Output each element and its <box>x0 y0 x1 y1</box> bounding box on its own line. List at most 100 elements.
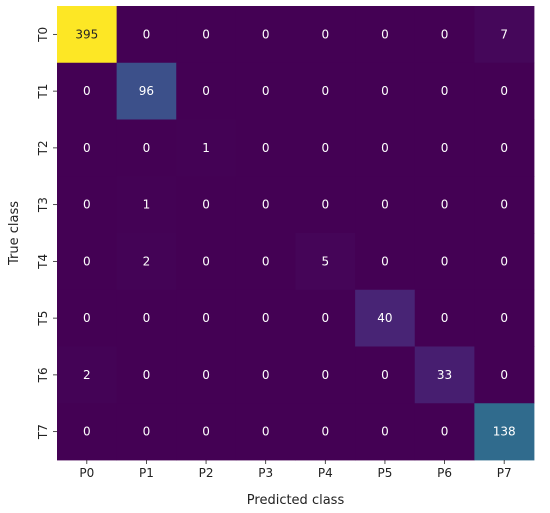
x-tick-label: P4 <box>318 466 333 480</box>
y-tick-label: T0 <box>36 27 50 43</box>
cell-value-label: 0 <box>202 254 210 268</box>
heatmap-cell-t3-p7 <box>474 176 535 234</box>
cell-value-label: 0 <box>143 311 151 325</box>
heatmap-cell-t1-p1 <box>116 62 177 120</box>
heatmap-cell-t7-p6 <box>414 403 475 461</box>
cell-value-label: 0 <box>202 425 210 439</box>
heatmap-cell-t6-p6 <box>414 346 475 404</box>
cell-value-label: 0 <box>381 27 389 41</box>
heatmap-cell-t5-p1 <box>116 289 177 347</box>
cell-value-label: 0 <box>381 198 389 212</box>
heatmap-cell-t2-p7 <box>474 119 535 177</box>
cell-value-label: 0 <box>202 27 210 41</box>
heatmap-cell-t6-p3 <box>235 346 296 404</box>
cell-value-label: 0 <box>321 311 329 325</box>
heatmap-cell-t5-p5 <box>355 289 416 347</box>
y-tick-label: T6 <box>36 367 50 383</box>
cell-value-label: 0 <box>441 425 449 439</box>
cell-value-label: 0 <box>83 425 91 439</box>
heatmap-cell-t4-p0 <box>57 233 118 291</box>
heatmap-cell-t7-p0 <box>57 403 118 461</box>
cell-value-label: 0 <box>441 141 449 155</box>
cell-value-label: 7 <box>500 27 508 41</box>
cell-value-label: 0 <box>262 27 270 41</box>
heatmap-cell-t2-p0 <box>57 119 118 177</box>
heatmap-cell-t4-p7 <box>474 233 535 291</box>
cell-value-label: 96 <box>139 84 154 98</box>
cell-value-label: 0 <box>321 84 329 98</box>
heatmap-cell-t1-p2 <box>176 62 237 120</box>
cell-value-label: 0 <box>83 254 91 268</box>
heatmap-cell-t3-p5 <box>355 176 416 234</box>
heatmap-cell-t6-p5 <box>355 346 416 404</box>
cell-value-label: 0 <box>143 425 151 439</box>
cell-value-label: 0 <box>381 141 389 155</box>
heatmap-cell-t4-p2 <box>176 233 237 291</box>
heatmap-cell-t3-p0 <box>57 176 118 234</box>
heatmap-cell-t5-p4 <box>295 289 356 347</box>
heatmap-cell-labels: 395 0 0 0 0 0 0 7 0 96 0 0 0 0 0 0 0 0 1 0 0 0 0 0 0 1 0 0 0 0 0 0 0 2 0 0 5… <box>75 27 515 438</box>
heatmap-cell-t4-p3 <box>235 233 296 291</box>
heatmap-cell-t2-p4 <box>295 119 356 177</box>
heatmap-cell-t7-p5 <box>355 403 416 461</box>
cell-value-label: 0 <box>262 425 270 439</box>
cell-value-label: 0 <box>381 368 389 382</box>
cell-value-label: 0 <box>143 368 151 382</box>
heatmap-cells <box>57 6 535 461</box>
cell-value-label: 0 <box>500 254 508 268</box>
x-tick-label: P6 <box>437 466 452 480</box>
heatmap-cell-t4-p1 <box>116 233 177 291</box>
cell-value-label: 0 <box>381 84 389 98</box>
cell-value-label: 0 <box>143 141 151 155</box>
cell-value-label: 0 <box>441 311 449 325</box>
x-axis-label: Predicted class <box>247 493 345 508</box>
heatmap-cell-t3-p1 <box>116 176 177 234</box>
cell-value-label: 0 <box>143 27 151 41</box>
y-tick-label: T3 <box>36 197 50 213</box>
x-tick-label: P5 <box>378 466 393 480</box>
cell-value-label: 0 <box>500 198 508 212</box>
cell-value-label: 0 <box>500 84 508 98</box>
y-axis-ticks: T0 T1 T2 T3 T4 T5 T6 T7 <box>36 27 57 440</box>
cell-value-label: 0 <box>202 198 210 212</box>
heatmap-cell-t2-p6 <box>414 119 475 177</box>
heatmap-cell-t6-p1 <box>116 346 177 404</box>
heatmap-cell-t5-p2 <box>176 289 237 347</box>
heatmap-cell-t3-p2 <box>176 176 237 234</box>
heatmap-cell-t0-p7 <box>474 6 535 64</box>
cell-value-label: 1 <box>202 141 210 155</box>
cell-value-label: 33 <box>437 368 452 382</box>
x-axis-ticks: P0 P1 P2 P3 P4 P5 P6 P7 <box>79 460 512 480</box>
heatmap-cell-t0-p6 <box>414 6 475 64</box>
cell-value-label: 138 <box>493 425 516 439</box>
heatmap-cell-t0-p5 <box>355 6 416 64</box>
cell-value-label: 2 <box>83 368 91 382</box>
heatmap-cell-t2-p2 <box>176 119 237 177</box>
cell-value-label: 1 <box>143 198 151 212</box>
heatmap-cell-t5-p6 <box>414 289 475 347</box>
heatmap-cell-t0-p2 <box>176 6 237 64</box>
y-tick-label: T2 <box>36 140 50 156</box>
heatmap-cell-t1-p3 <box>235 62 296 120</box>
cell-value-label: 0 <box>262 84 270 98</box>
cell-value-label: 2 <box>143 254 151 268</box>
x-tick-label: P0 <box>79 466 94 480</box>
heatmap-cell-t0-p0 <box>57 6 118 64</box>
heatmap-cell-t4-p6 <box>414 233 475 291</box>
cell-value-label: 0 <box>441 198 449 212</box>
cell-value-label: 0 <box>202 368 210 382</box>
heatmap-cell-t5-p3 <box>235 289 296 347</box>
cell-value-label: 0 <box>381 254 389 268</box>
heatmap-cell-t7-p1 <box>116 403 177 461</box>
heatmap-cell-t7-p7 <box>474 403 535 461</box>
heatmap-cell-t1-p4 <box>295 62 356 120</box>
cell-value-label: 0 <box>381 425 389 439</box>
cell-value-label: 0 <box>83 84 91 98</box>
cell-value-label: 40 <box>377 311 392 325</box>
cell-value-label: 0 <box>202 311 210 325</box>
heatmap-cell-t6-p4 <box>295 346 356 404</box>
heatmap-cell-t4-p4 <box>295 233 356 291</box>
cell-value-label: 0 <box>321 425 329 439</box>
cell-value-label: 0 <box>83 198 91 212</box>
